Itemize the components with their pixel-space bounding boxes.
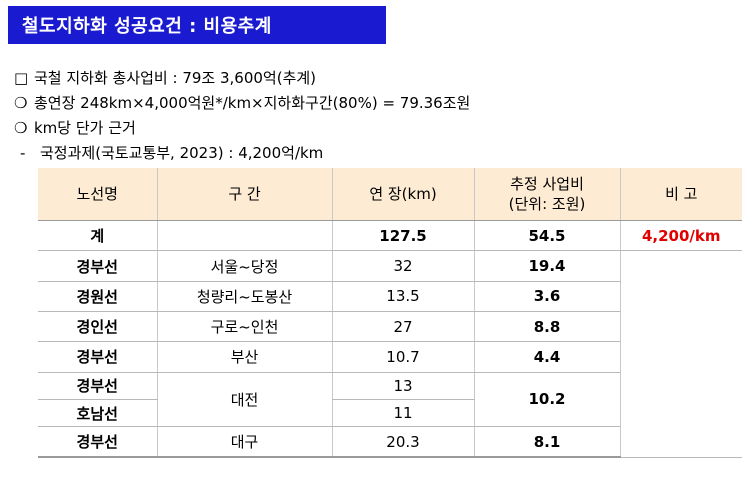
- note-text: 국철 지하화 총사업비 : 79조 3,600억(추계): [34, 69, 317, 87]
- dash-bullet-icon: -: [20, 144, 26, 162]
- table-row-last: 경부선 대구 20.3 8.1: [38, 426, 742, 459]
- cell-length: 10.7: [331, 341, 474, 373]
- header-line-name: 노선명: [38, 168, 157, 222]
- cell-remark-empty: [619, 250, 742, 458]
- cell-cost: 10.2: [473, 372, 620, 428]
- cell-section: 청량리~도봉산: [156, 281, 332, 312]
- cell-line: 경원선: [38, 281, 157, 312]
- cell-cost: 3.6: [473, 281, 620, 312]
- cell-section: 대전: [156, 372, 332, 428]
- table-row: 경부선 부산 10.7 4.4: [38, 341, 742, 373]
- cell-cost: 19.4: [473, 250, 620, 282]
- cell-section: 구로~인천: [156, 311, 332, 343]
- cell-length: 127.5: [331, 220, 474, 252]
- table-row: 경부선 서울~당정 32 19.4: [38, 250, 742, 458]
- cell-length: 32: [331, 250, 474, 282]
- table-row-total: 계 127.5 54.5 4,200/km: [38, 220, 742, 252]
- circle-bullet-icon: ❍: [14, 94, 28, 112]
- square-bullet-icon: □: [14, 69, 29, 87]
- note-total-length: ❍ 총연장 248km×4,000억원*/km×지하화구간(80%) = 79.…: [14, 91, 744, 116]
- cell-line: 경부선: [38, 250, 157, 282]
- notes-block: □ 국철 지하화 총사업비 : 79조 3,600억(추계) ❍ 총연장 248…: [14, 66, 744, 166]
- cell-length: 13.5: [331, 281, 474, 312]
- table-header-row: 노선명 구 간 연 장(km) 추정 사업비 (단위: 조원) 비 고: [38, 168, 742, 222]
- cell-cost: 8.1: [473, 426, 620, 459]
- cell-length: 13: [331, 372, 474, 400]
- note-text: 총연장 248km×4,000억원*/km×지하화구간(80%) = 79.36…: [34, 94, 471, 112]
- header-section: 구 간: [156, 168, 332, 222]
- cell-cost: 54.5: [473, 220, 620, 252]
- header-length: 연 장(km): [331, 168, 474, 222]
- cell-remark: 4,200/km: [619, 220, 742, 252]
- cell-length: 20.3: [331, 426, 474, 459]
- header-estimated-cost: 추정 사업비 (단위: 조원): [473, 168, 620, 222]
- cell-line: 경부선: [38, 341, 157, 373]
- cost-table: 노선명 구 간 연 장(km) 추정 사업비 (단위: 조원) 비 고 계 12…: [38, 168, 742, 459]
- cell-line: 호남선: [38, 399, 157, 428]
- table-row: 경인선 구로~인천 27 8.8: [38, 311, 742, 343]
- note-text: km당 단가 근거: [34, 119, 136, 137]
- cell-cost: 8.8: [473, 311, 620, 343]
- header-remark: 비 고: [619, 168, 742, 222]
- cell-section: [156, 220, 332, 252]
- cell-length: 27: [331, 311, 474, 343]
- cell-section: 부산: [156, 341, 332, 373]
- cell-cost: 4.4: [473, 341, 620, 373]
- header-cost-line1: 추정 사업비: [510, 175, 584, 194]
- note-unit-cost-basis: ❍ km당 단가 근거: [14, 116, 744, 141]
- cell-section: 서울~당정: [156, 250, 332, 282]
- page-title: 철도지하화 성공요건 : 비용추계: [8, 6, 386, 44]
- cell-section: 대구: [156, 426, 332, 459]
- note-total-cost: □ 국철 지하화 총사업비 : 79조 3,600억(추계): [14, 66, 744, 91]
- note-national-task: - 국정과제(국토교통부, 2023) : 4,200억/km: [14, 141, 744, 166]
- note-text: 국정과제(국토교통부, 2023) : 4,200억/km: [40, 144, 324, 162]
- table-row-daejeon-a: 경부선 대전 13 10.2: [38, 372, 742, 428]
- header-cost-line2: (단위: 조원): [508, 195, 586, 214]
- cell-length: 11: [331, 399, 474, 428]
- cell-line: 경인선: [38, 311, 157, 343]
- table-row-daejeon-b: 호남선 11: [38, 399, 742, 428]
- cell-line: 경부선: [38, 426, 157, 459]
- table-row: 경원선 청량리~도봉산 13.5 3.6: [38, 281, 742, 312]
- page-title-text: 철도지하화 성공요건 : 비용추계: [22, 16, 272, 37]
- circle-bullet-icon: ❍: [14, 119, 28, 137]
- cell-line: 경부선: [38, 372, 157, 400]
- cell-line: 계: [38, 220, 157, 252]
